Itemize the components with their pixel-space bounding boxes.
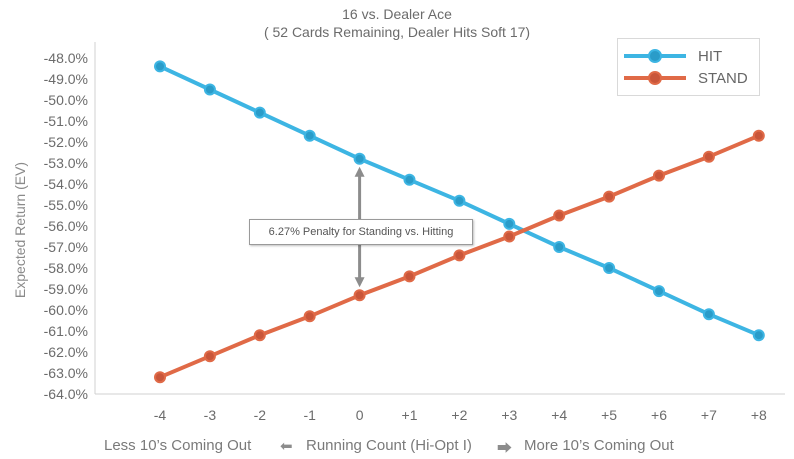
arrow-right-icon: ⮕ (497, 440, 513, 457)
x-tick-label: 0 (356, 407, 364, 423)
data-point-stand (752, 129, 765, 142)
x-tick-label: +3 (501, 407, 517, 423)
x-tick-label: +7 (701, 407, 717, 423)
chart-subtitle: ( 52 Cards Remaining, Dealer Hits Soft 1… (263, 24, 531, 40)
x-tick-label: -1 (303, 407, 316, 423)
y-tick-label: -57.0% (44, 239, 88, 255)
y-tick-label: -49.0% (44, 71, 88, 87)
x-caption-left: Less 10’s Coming Out (104, 437, 252, 454)
data-point-stand (253, 329, 266, 342)
y-tick-label: -56.0% (44, 218, 88, 234)
legend: HIT STAND (617, 38, 760, 96)
y-tick-label: -52.0% (44, 134, 88, 150)
legend-item-stand: STAND (624, 67, 748, 89)
data-point-stand (303, 310, 316, 323)
data-point-hit (453, 194, 466, 207)
data-point-hit (752, 329, 765, 342)
x-axis-label: Running Count (Hi-Opt I) (306, 437, 472, 454)
data-point-stand (702, 150, 715, 163)
data-point-stand (603, 190, 616, 203)
y-tick-label: -60.0% (44, 302, 88, 318)
legend-label-stand: STAND (698, 69, 748, 87)
x-tick-label: +5 (601, 407, 617, 423)
data-point-hit (653, 285, 665, 298)
penalty-arrow-head-down (354, 277, 365, 288)
data-point-hit (253, 106, 266, 119)
y-tick-label: -63.0% (44, 365, 88, 381)
x-tick-label: +4 (551, 407, 567, 423)
data-point-stand (154, 371, 166, 384)
x-tick-label: +1 (402, 407, 418, 423)
data-point-stand (203, 350, 216, 363)
y-tick-label: -48.0% (44, 50, 88, 66)
y-tick-label: -62.0% (44, 344, 88, 360)
data-point-stand (503, 230, 516, 243)
x-tick-label: +8 (751, 407, 767, 423)
x-tick-label: -3 (204, 407, 217, 423)
legend-label-hit: HIT (698, 47, 723, 65)
data-point-stand (453, 249, 466, 262)
y-tick-label: -54.0% (44, 176, 88, 192)
x-tick-label: -4 (154, 407, 167, 423)
data-point-hit (702, 308, 715, 321)
data-point-hit (553, 241, 566, 253)
legend-item-hit: HIT (624, 45, 722, 67)
data-point-hit (203, 83, 216, 96)
y-axis-label: Expected Return (EV) (12, 161, 28, 299)
data-point-stand (403, 270, 416, 283)
x-tick-label: +6 (651, 407, 667, 423)
y-tick-label: -51.0% (44, 113, 88, 129)
legend-swatch-stand (624, 71, 686, 85)
data-point-hit (603, 262, 616, 274)
data-point-stand (653, 169, 665, 182)
arrow-left-icon: ⬅ (280, 438, 293, 455)
chart-title: 16 vs. Dealer Ace (342, 6, 452, 22)
data-point-hit (353, 152, 366, 165)
y-tick-label: -61.0% (44, 323, 88, 339)
y-tick-label: -50.0% (44, 92, 88, 108)
x-tick-label: -2 (254, 407, 267, 423)
data-point-stand (353, 289, 366, 302)
y-tick-label: -53.0% (44, 155, 88, 171)
data-point-hit (154, 60, 166, 73)
penalty-annotation: 6.27% Penalty for Standing vs. Hitting (249, 219, 473, 245)
data-point-stand (553, 209, 566, 222)
data-point-hit (503, 217, 516, 230)
legend-swatch-hit (624, 49, 686, 63)
y-tick-label: -58.0% (44, 260, 88, 276)
y-tick-label: -59.0% (44, 281, 88, 297)
penalty-arrow-head-up (354, 166, 365, 177)
data-point-hit (403, 173, 416, 186)
x-tick-label: +2 (451, 407, 467, 423)
y-tick-label: -55.0% (44, 197, 88, 213)
data-point-hit (303, 129, 316, 142)
y-tick-label: -64.0% (44, 386, 88, 402)
x-caption-right: More 10’s Coming Out (524, 437, 674, 454)
